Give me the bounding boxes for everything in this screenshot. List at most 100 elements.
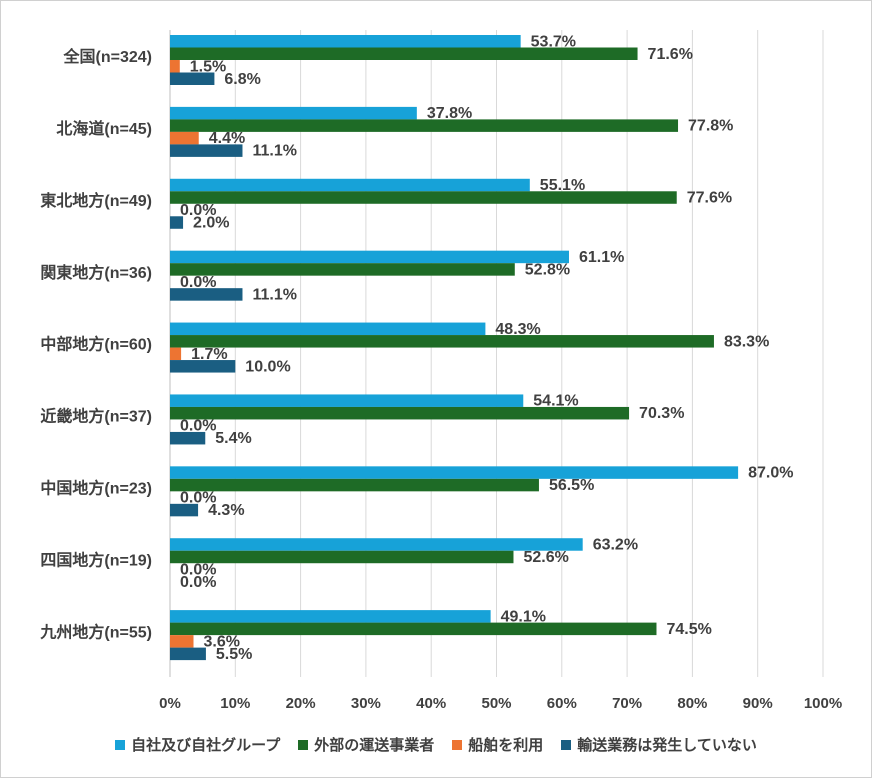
data-label: 5.4% <box>215 430 251 447</box>
bar <box>170 178 530 192</box>
bar <box>170 72 215 85</box>
legend-swatch <box>115 739 126 750</box>
bar <box>170 394 524 407</box>
legend-item-nashi: 輸送業務は発生していない <box>561 734 757 755</box>
bar <box>170 288 243 301</box>
data-label: 63.2% <box>593 536 638 553</box>
category-label: 関東地方(n=36) <box>40 263 152 282</box>
bar-chart: 53.7% 71.6% 1.5%6.8% 37.8% 77.8% 4.4% 11.1% 55.… <box>39 30 842 712</box>
data-label: 53.7% <box>531 33 576 50</box>
bar <box>170 191 677 204</box>
x-tick-label: 80% <box>677 695 707 712</box>
data-label: 11.1% <box>252 286 296 303</box>
bar <box>170 131 199 145</box>
bar <box>170 360 236 373</box>
bar <box>170 503 199 517</box>
x-tick-label: 50% <box>481 695 511 712</box>
legend-label: 船舶を利用 <box>468 737 544 754</box>
data-label: 52.8% <box>525 261 570 278</box>
data-label: 74.5% <box>666 621 711 638</box>
data-label: 37.8% <box>427 105 472 122</box>
bar <box>170 622 657 636</box>
data-label: 56.5% <box>549 477 594 494</box>
data-label: 11.1% <box>252 143 296 160</box>
legend-swatch <box>298 739 309 750</box>
bar <box>170 550 514 564</box>
bar <box>170 322 486 336</box>
x-tick-label: 60% <box>547 695 577 712</box>
legend-label: 輸送業務は発生していない <box>577 737 757 754</box>
bar <box>170 35 521 48</box>
category-label: 近畿地方(n=37) <box>40 407 152 426</box>
data-label: 83.3% <box>724 333 769 350</box>
legend-label: 外部の運送事業者 <box>314 737 435 754</box>
category-label: 中部地方(n=60) <box>40 335 152 354</box>
data-label: 0.0% <box>180 418 216 435</box>
data-label: 0.0% <box>180 274 216 291</box>
bar <box>170 119 679 132</box>
bar <box>170 647 206 661</box>
data-label: 6.8% <box>224 71 260 88</box>
bar <box>170 263 515 276</box>
x-tick-label: 10% <box>220 695 250 712</box>
data-label: 10.0% <box>245 358 290 375</box>
data-label: 1.5% <box>190 58 226 75</box>
data-label: 54.1% <box>533 393 578 410</box>
data-label: 1.7% <box>191 346 227 363</box>
data-label: 48.3% <box>495 321 540 338</box>
bar <box>170 60 180 73</box>
data-label: 4.4% <box>209 130 245 147</box>
bar <box>170 47 638 60</box>
x-tick-label: 0% <box>159 695 181 712</box>
data-label: 0.0% <box>180 574 216 591</box>
bar <box>170 406 630 420</box>
legend-item-jisha: 自社及び自社グループ <box>115 734 280 755</box>
category-label: 中国地方(n=23) <box>40 478 152 497</box>
legend-item-senpaku: 船舶を利用 <box>452 734 543 755</box>
legend: 自社及び自社グループ 外部の運送事業者 船舶を利用 輸送業務は発生していない <box>0 734 872 755</box>
data-label: 5.5% <box>216 646 252 663</box>
legend-label: 自社及び自社グループ <box>131 737 281 754</box>
data-label: 61.1% <box>579 249 624 266</box>
category-label: 四国地方(n=19) <box>40 550 152 569</box>
data-label: 71.6% <box>648 46 693 63</box>
x-tick-label: 70% <box>612 695 642 712</box>
bar <box>170 466 739 479</box>
bar <box>170 347 182 361</box>
x-tick-label: 100% <box>804 695 842 712</box>
data-label: 52.6% <box>523 549 568 566</box>
bar <box>170 635 194 648</box>
data-label: 55.1% <box>540 177 585 194</box>
data-label: 0.0% <box>180 202 216 219</box>
legend-swatch <box>561 739 572 750</box>
category-label: 北海道(n=45) <box>56 119 152 138</box>
bar <box>170 538 583 551</box>
bar <box>170 250 569 264</box>
data-label: 49.1% <box>501 608 546 625</box>
bar <box>170 106 417 120</box>
data-label: 77.6% <box>687 190 732 207</box>
category-label: 全国(n=324) <box>63 47 152 66</box>
x-tick-label: 40% <box>416 695 446 712</box>
legend-swatch <box>452 739 463 750</box>
bar <box>170 431 206 445</box>
bar <box>170 610 491 623</box>
legend-item-gaibu: 外部の運送事業者 <box>298 734 434 755</box>
category-label: 九州地方(n=55) <box>39 622 152 641</box>
data-label: 87.0% <box>748 465 793 482</box>
x-tick-label: 20% <box>286 695 316 712</box>
bar <box>170 216 184 229</box>
data-label: 77.8% <box>688 118 733 135</box>
bar <box>170 335 714 348</box>
category-label: 東北地方(n=49) <box>40 191 152 210</box>
x-tick-label: 30% <box>351 695 381 712</box>
data-label: 0.0% <box>180 490 216 507</box>
data-label: 0.0% <box>180 561 216 578</box>
data-label: 2.0% <box>193 215 229 232</box>
data-label: 70.3% <box>639 405 684 422</box>
x-tick-label: 90% <box>743 695 773 712</box>
bar <box>170 478 539 492</box>
data-label: 3.6% <box>204 633 240 650</box>
bar <box>170 144 243 157</box>
data-label: 4.3% <box>208 502 244 519</box>
